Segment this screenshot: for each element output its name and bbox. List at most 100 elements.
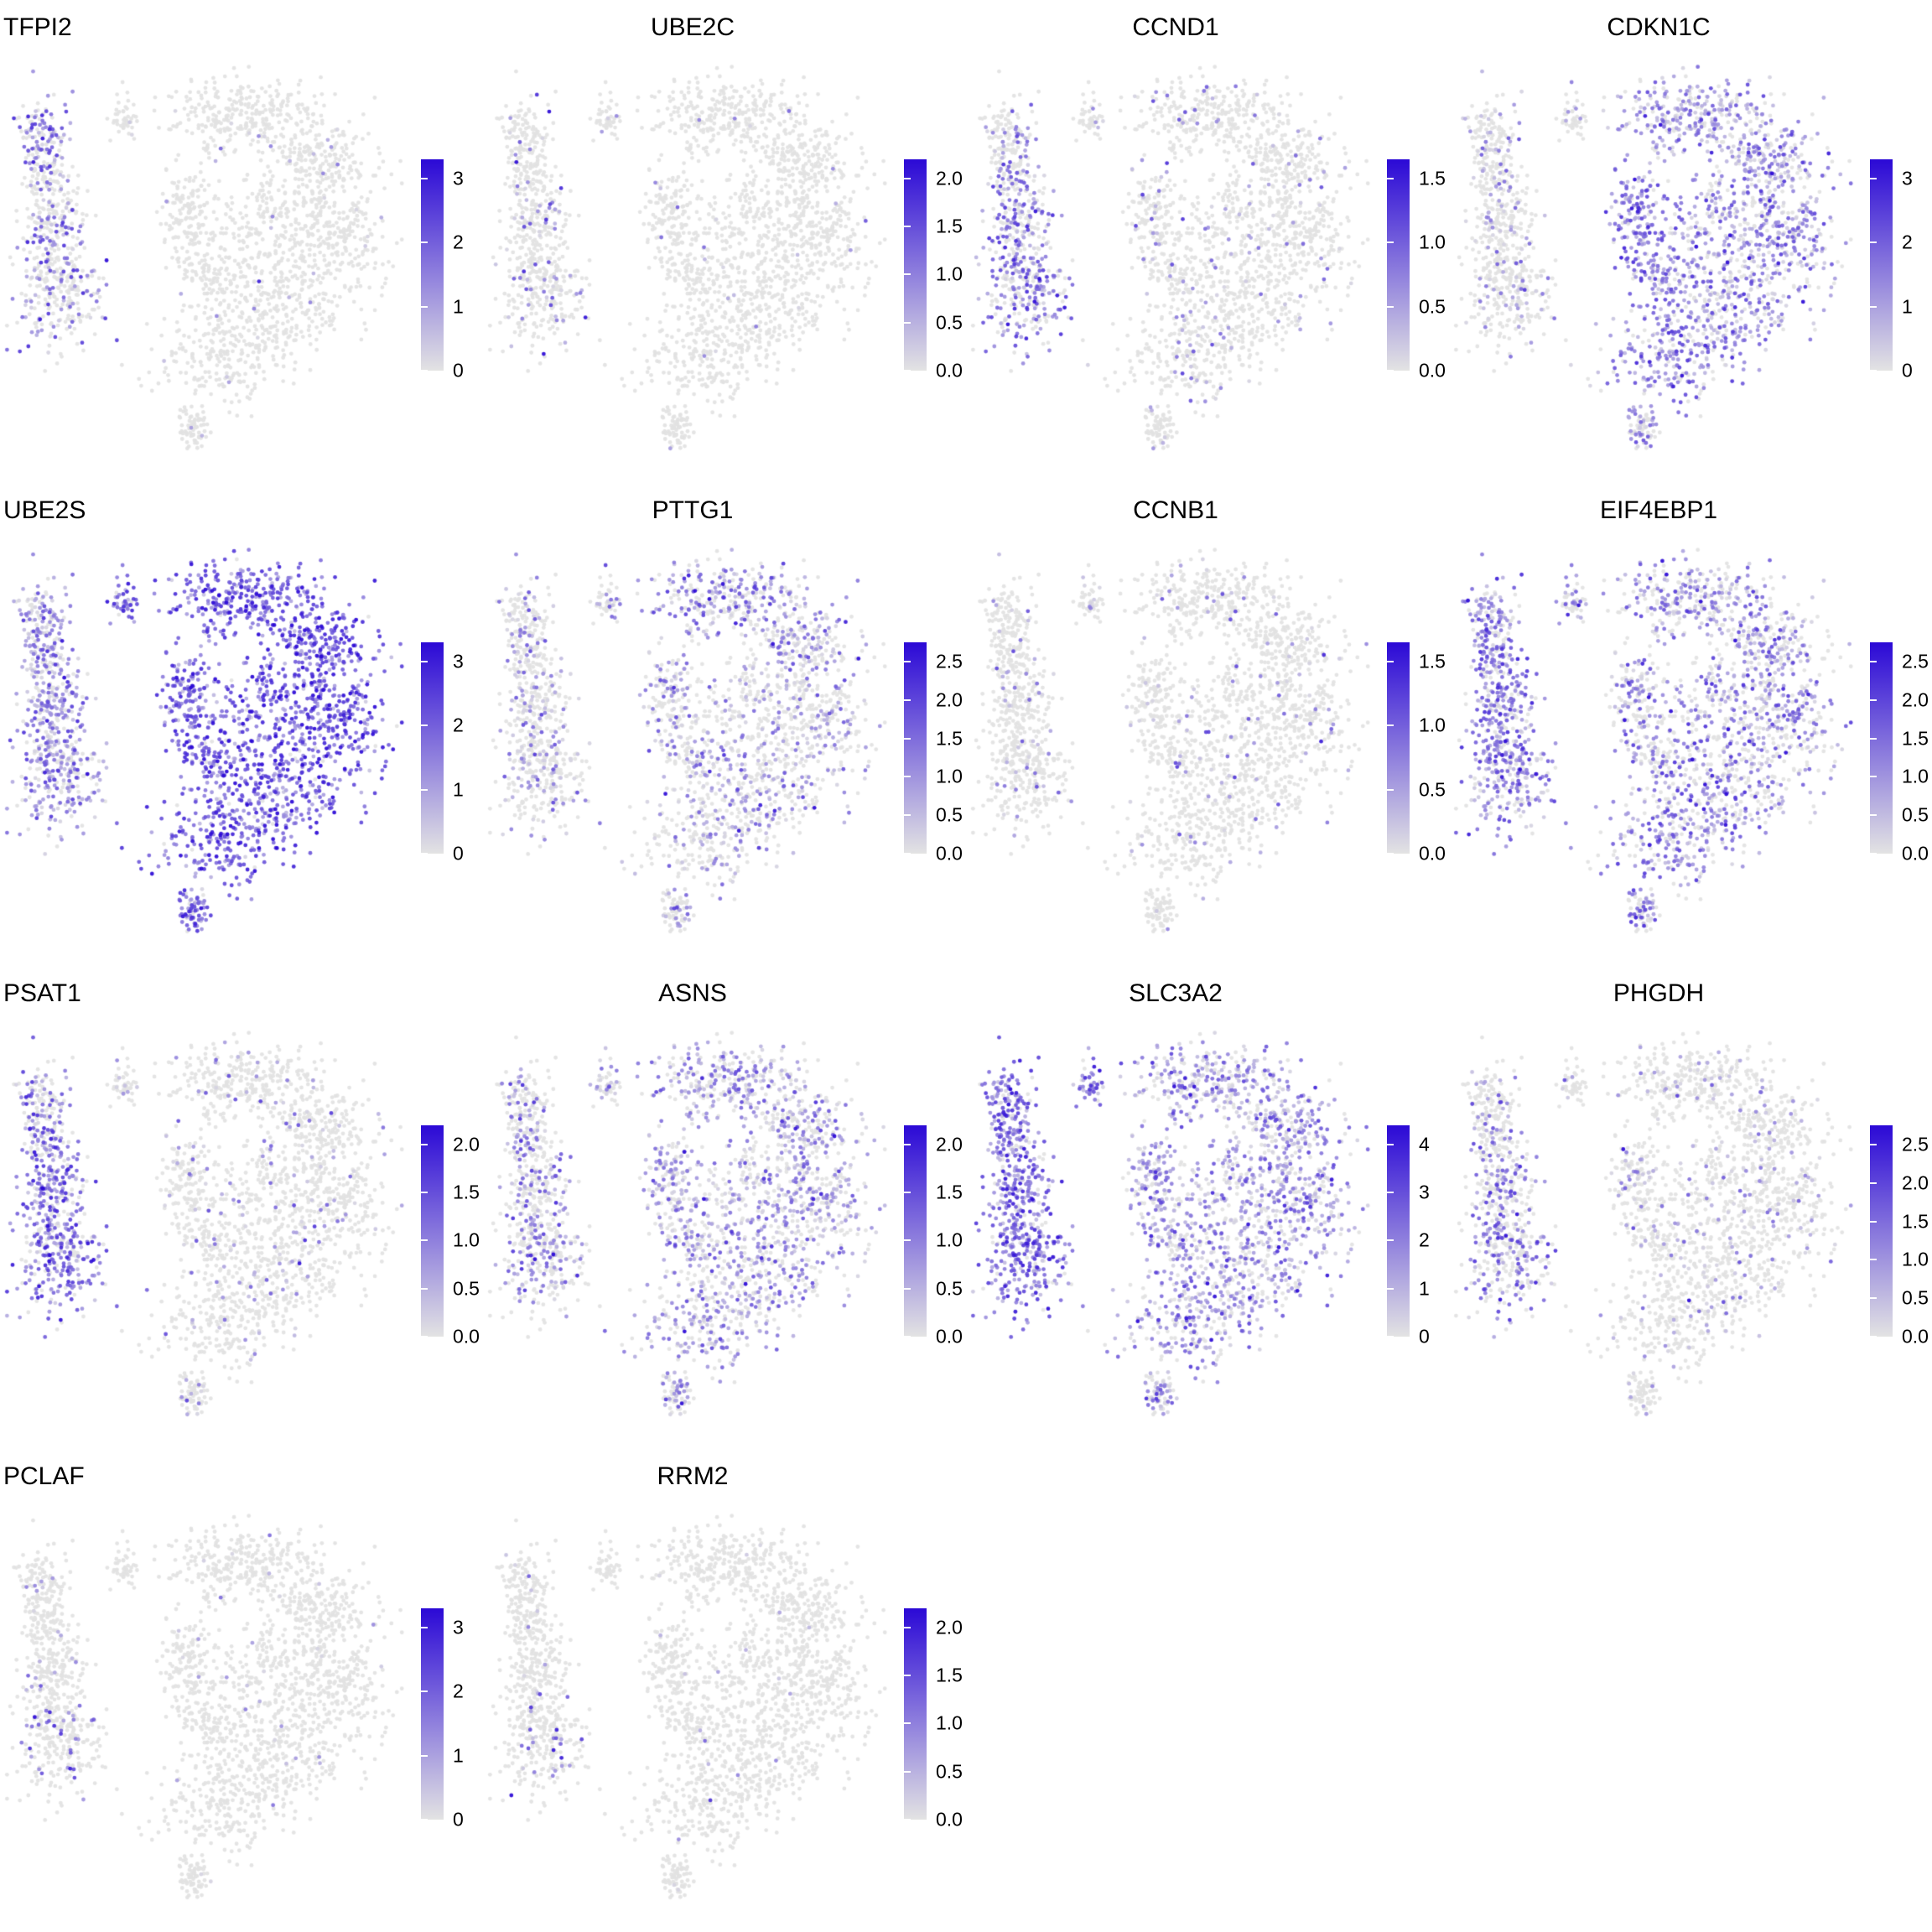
colorbar-tick-mark	[904, 776, 911, 778]
colorbar-tick-label: 0.0	[936, 1808, 963, 1831]
feature-panel-UBE2C: UBE2C 2.0 1.5 1.0 0.5 0.0	[483, 0, 966, 483]
panel-title: CCNB1	[1133, 496, 1218, 524]
colorbar-tick-mark	[1387, 242, 1394, 244]
colorbar-tick-mark	[421, 724, 428, 727]
colorbar-tick-mark	[904, 273, 911, 276]
panel-title: RRM2	[657, 1462, 729, 1490]
colorbar-tick-label: 0.5	[453, 1277, 480, 1300]
colorbar-tick-label: 1.0	[936, 765, 963, 787]
colorbar-tick-label: 0.5	[936, 803, 963, 826]
colorbar-tick-label: 2.0	[936, 1133, 963, 1156]
colorbar-tick-label: 2.5	[1902, 1133, 1929, 1156]
colorbar-tick-mark	[1387, 1336, 1394, 1337]
colorbar-tick-mark	[1387, 370, 1394, 371]
colorbar-tick-label: 2.0	[936, 688, 963, 711]
expression-colorbar	[1870, 1125, 1893, 1337]
umap-scatter-canvas	[0, 1025, 411, 1427]
panel-title: UBE2C	[650, 13, 735, 41]
expression-colorbar	[904, 1608, 927, 1820]
panel-title: PTTG1	[652, 496, 734, 524]
colorbar-tick-label: 2.0	[1902, 688, 1929, 711]
colorbar-tick-mark	[904, 1336, 911, 1337]
colorbar-tick-label: 0	[453, 842, 464, 865]
colorbar-tick-label: 1.0	[1419, 231, 1446, 253]
colorbar-tick-mark	[1387, 788, 1394, 791]
colorbar-tick-label: 0.0	[453, 1325, 480, 1348]
colorbar-tick-mark	[1387, 1239, 1394, 1242]
panel-title: PCLAF	[3, 1462, 85, 1490]
colorbar-tick-mark	[1387, 177, 1394, 179]
colorbar-tick-mark	[1870, 1182, 1877, 1184]
colorbar-tick-mark	[421, 660, 428, 662]
feature-panel-SLC3A2: SLC3A2 4 3 2 1 0	[966, 966, 1449, 1449]
colorbar-tick-mark	[904, 1239, 911, 1242]
colorbar-tick-mark	[1870, 776, 1877, 778]
colorbar-tick-label: 0.5	[936, 311, 963, 334]
colorbar-tick-mark	[421, 305, 428, 308]
colorbar-tick-mark	[421, 1754, 428, 1757]
colorbar-tick-label: 3	[1419, 1181, 1430, 1203]
expression-colorbar	[421, 1125, 444, 1337]
colorbar-tick-label: 2.0	[453, 1133, 480, 1156]
colorbar-tick-mark	[1870, 1336, 1877, 1337]
colorbar-tick-mark	[1387, 1143, 1394, 1145]
colorbar-tick-mark	[421, 1239, 428, 1242]
colorbar-tick-mark	[904, 1819, 911, 1820]
colorbar-tick-mark	[904, 1143, 911, 1145]
feature-panel-EIF4EBP1: EIF4EBP1 2.5 2.0 1.5 1.0 0.5 0.0	[1449, 483, 1932, 966]
colorbar-tick-mark	[1870, 737, 1877, 740]
colorbar-tick-mark	[421, 242, 428, 244]
colorbar-tick-label: 3	[453, 650, 464, 673]
umap-scatter-canvas	[0, 59, 411, 461]
expression-colorbar	[904, 159, 927, 371]
panel-title: CDKN1C	[1607, 13, 1711, 41]
colorbar-tick-label: 3	[1902, 167, 1913, 190]
colorbar-tick-mark	[1870, 1143, 1877, 1145]
colorbar-tick-mark	[421, 1690, 428, 1693]
panel-title: PSAT1	[3, 979, 81, 1007]
colorbar-tick-label: 0.0	[1902, 842, 1929, 865]
colorbar-tick-label: 1.5	[936, 215, 963, 237]
colorbar-tick-label: 1.0	[1902, 1248, 1929, 1270]
colorbar-tick-mark	[904, 321, 911, 324]
feature-panel-RRM2: RRM2 2.0 1.5 1.0 0.5 0.0	[483, 1449, 966, 1932]
colorbar-tick-mark	[421, 1819, 428, 1820]
colorbar-tick-mark	[1870, 242, 1877, 244]
feature-panel-UBE2S: UBE2S 3 2 1 0	[0, 483, 483, 966]
expression-colorbar	[1387, 159, 1410, 371]
colorbar-tick-mark	[1870, 1259, 1877, 1261]
expression-colorbar	[421, 1608, 444, 1820]
colorbar-tick-label: 1.0	[1902, 765, 1929, 787]
colorbar-tick-label: 0.0	[1419, 842, 1446, 865]
colorbar-tick-mark	[421, 788, 428, 791]
colorbar-tick-label: 2	[453, 231, 464, 253]
umap-scatter-canvas	[483, 1025, 894, 1427]
umap-scatter-canvas	[966, 59, 1377, 461]
expression-colorbar	[1387, 642, 1410, 854]
panel-title: UBE2S	[3, 496, 86, 524]
colorbar-tick-mark	[421, 1143, 428, 1145]
colorbar-tick-label: 2.5	[936, 650, 963, 673]
feature-panel-TFPI2: TFPI2 3 2 1 0	[0, 0, 483, 483]
feature-panel-ASNS: ASNS 2.0 1.5 1.0 0.5 0.0	[483, 966, 966, 1449]
colorbar-tick-label: 1	[1902, 295, 1913, 318]
colorbar-tick-mark	[904, 699, 911, 701]
colorbar-tick-mark	[1870, 814, 1877, 817]
colorbar-tick-label: 1.5	[1902, 1210, 1929, 1233]
colorbar-tick-mark	[904, 370, 911, 371]
colorbar-tick-mark	[904, 226, 911, 228]
colorbar-tick-label: 1.5	[936, 1181, 963, 1203]
colorbar-tick-label: 1	[1419, 1277, 1430, 1300]
colorbar-tick-mark	[904, 1287, 911, 1290]
panel-title: TFPI2	[3, 13, 72, 41]
colorbar-tick-mark	[1870, 305, 1877, 308]
colorbar-tick-mark	[904, 177, 911, 179]
umap-scatter-canvas	[483, 59, 894, 461]
colorbar-tick-label: 0	[1902, 359, 1913, 382]
colorbar-tick-label: 2.0	[936, 1616, 963, 1639]
colorbar-tick-mark	[904, 1722, 911, 1725]
colorbar-tick-mark	[1870, 370, 1877, 371]
colorbar-tick-label: 0.0	[1902, 1325, 1929, 1348]
colorbar-tick-label: 0.0	[936, 1325, 963, 1348]
colorbar-tick-label: 3	[453, 1616, 464, 1639]
